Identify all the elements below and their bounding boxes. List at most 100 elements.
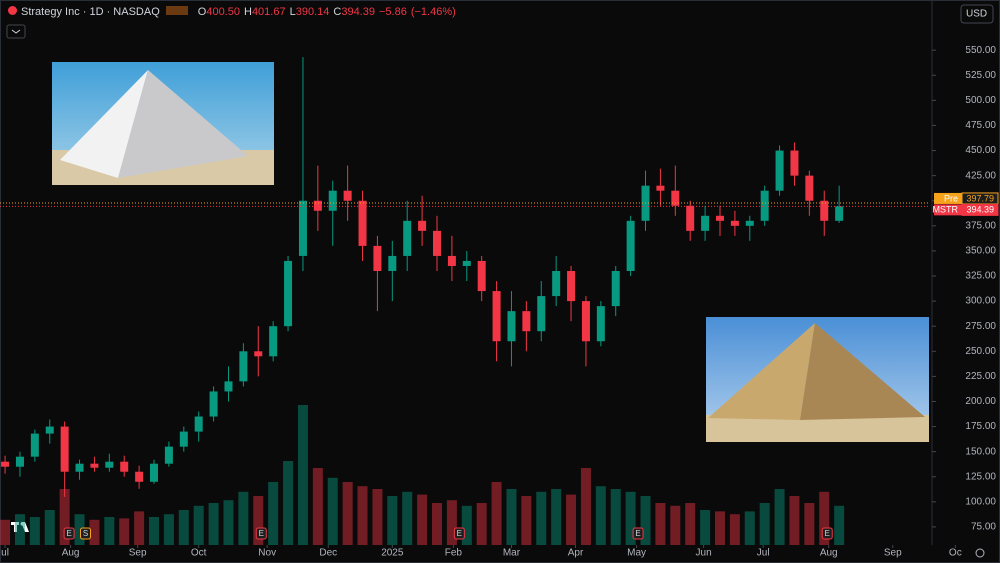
candle-body [343,190,352,201]
event-marker: E [255,527,267,540]
candle-body [403,220,412,256]
x-tick-label: Jul [757,548,770,559]
y-tick-label: 275.00 [965,321,996,332]
volume-bar [29,517,40,545]
volume-bar [446,500,457,545]
volume-bar [744,511,755,545]
candle-body [269,326,278,357]
ohlc-key: C [333,6,342,18]
x-tick-label: Aug [62,548,80,559]
candle-body [90,463,99,468]
y-tick-label: 500.00 [965,95,996,106]
volume-bar [387,496,398,545]
y-tick-label: 200.00 [965,396,996,407]
pre-name: Pre [944,193,958,203]
candle-body [313,200,322,211]
candle-body [224,381,233,392]
volume-bar [193,505,204,545]
candle-body [492,291,501,342]
volume-bar [759,503,770,545]
menu-button[interactable] [6,24,26,39]
event-badge [453,527,465,540]
volume-bar [834,505,845,545]
currency-button[interactable]: USD [960,4,994,24]
volume-bar [89,519,100,545]
last-name: MSTR [933,205,959,215]
event-label: E [66,529,71,538]
volume-bar [74,514,85,545]
image-great-pyramid [706,317,929,442]
ohlc-value: 400.50 [206,6,240,18]
y-tick-label: 225.00 [965,371,996,382]
volume-bar [789,496,800,545]
volume-bar [580,468,591,545]
candle-body [760,190,769,221]
volume-bar [625,491,636,545]
y-tick-label: 525.00 [965,70,996,81]
volume-bar [208,503,219,545]
symbol-title: Strategy Inc · 1D · NASDAQ [21,6,160,18]
volume-bar [804,503,815,545]
volume-bar [402,491,413,545]
candle-body [730,220,739,226]
candle-body [581,301,590,342]
volume-bar [670,505,681,545]
x-tick-label: Feb [445,548,463,559]
event-marker: E [632,527,644,540]
candle-body [507,311,516,342]
volume-bar [551,489,562,545]
candle-body [1,461,10,467]
last-value-tag [961,203,999,216]
y-tick-label: 75.00 [971,522,996,533]
change: −5.86 [378,6,407,18]
candle-body [194,416,203,432]
event-badge [255,527,267,540]
volume-bar [283,461,294,545]
x-tick-label: Dec [319,548,337,559]
volume-bar [223,500,234,545]
y-tick-label: 175.00 [965,421,996,432]
candle-body [358,200,367,246]
candle-body [745,220,754,226]
candle-body [135,471,144,482]
x-tick-label: May [627,548,646,559]
volume-bar [506,489,517,545]
volume-bar [610,489,621,545]
event-marker: E [63,527,75,540]
y-tick-label: 450.00 [965,145,996,156]
volume-bar [149,517,160,545]
x-tick-label: 2025 [381,548,404,559]
event-badge [821,527,833,540]
candle-body [328,190,337,211]
ohlc-key: O [197,6,207,18]
y-tick-label: 125.00 [965,471,996,482]
y-tick-label: 250.00 [965,346,996,357]
ohlc-key: H [243,6,252,18]
candle-body [686,205,695,231]
logo [8,6,17,15]
candle-body [671,190,680,206]
event-label: E [259,529,264,538]
x-tick-label: Oc [949,548,962,559]
volume-bar [595,486,606,545]
candle-body [715,215,724,221]
header: Strategy Inc · 1D · NASDAQ O400.50 H401.67… [8,6,456,18]
candle-body [820,200,829,221]
candle-body [45,426,54,434]
volume-bar [566,494,577,545]
event-marker: E [453,527,465,540]
volume-bar [685,503,696,545]
volume-bar [178,510,189,545]
candle-body [567,270,576,302]
settings-icon[interactable] [975,548,985,558]
x-tick-label: Nov [258,548,276,559]
ohlc-value: 394.39 [341,6,375,18]
volume-bar [714,511,725,545]
event-badge [79,527,91,540]
volume-bar [729,514,740,545]
volume-bar [461,505,472,545]
y-tick-label: 550.00 [965,45,996,56]
candle-body [164,446,173,464]
candle-body [105,461,114,468]
